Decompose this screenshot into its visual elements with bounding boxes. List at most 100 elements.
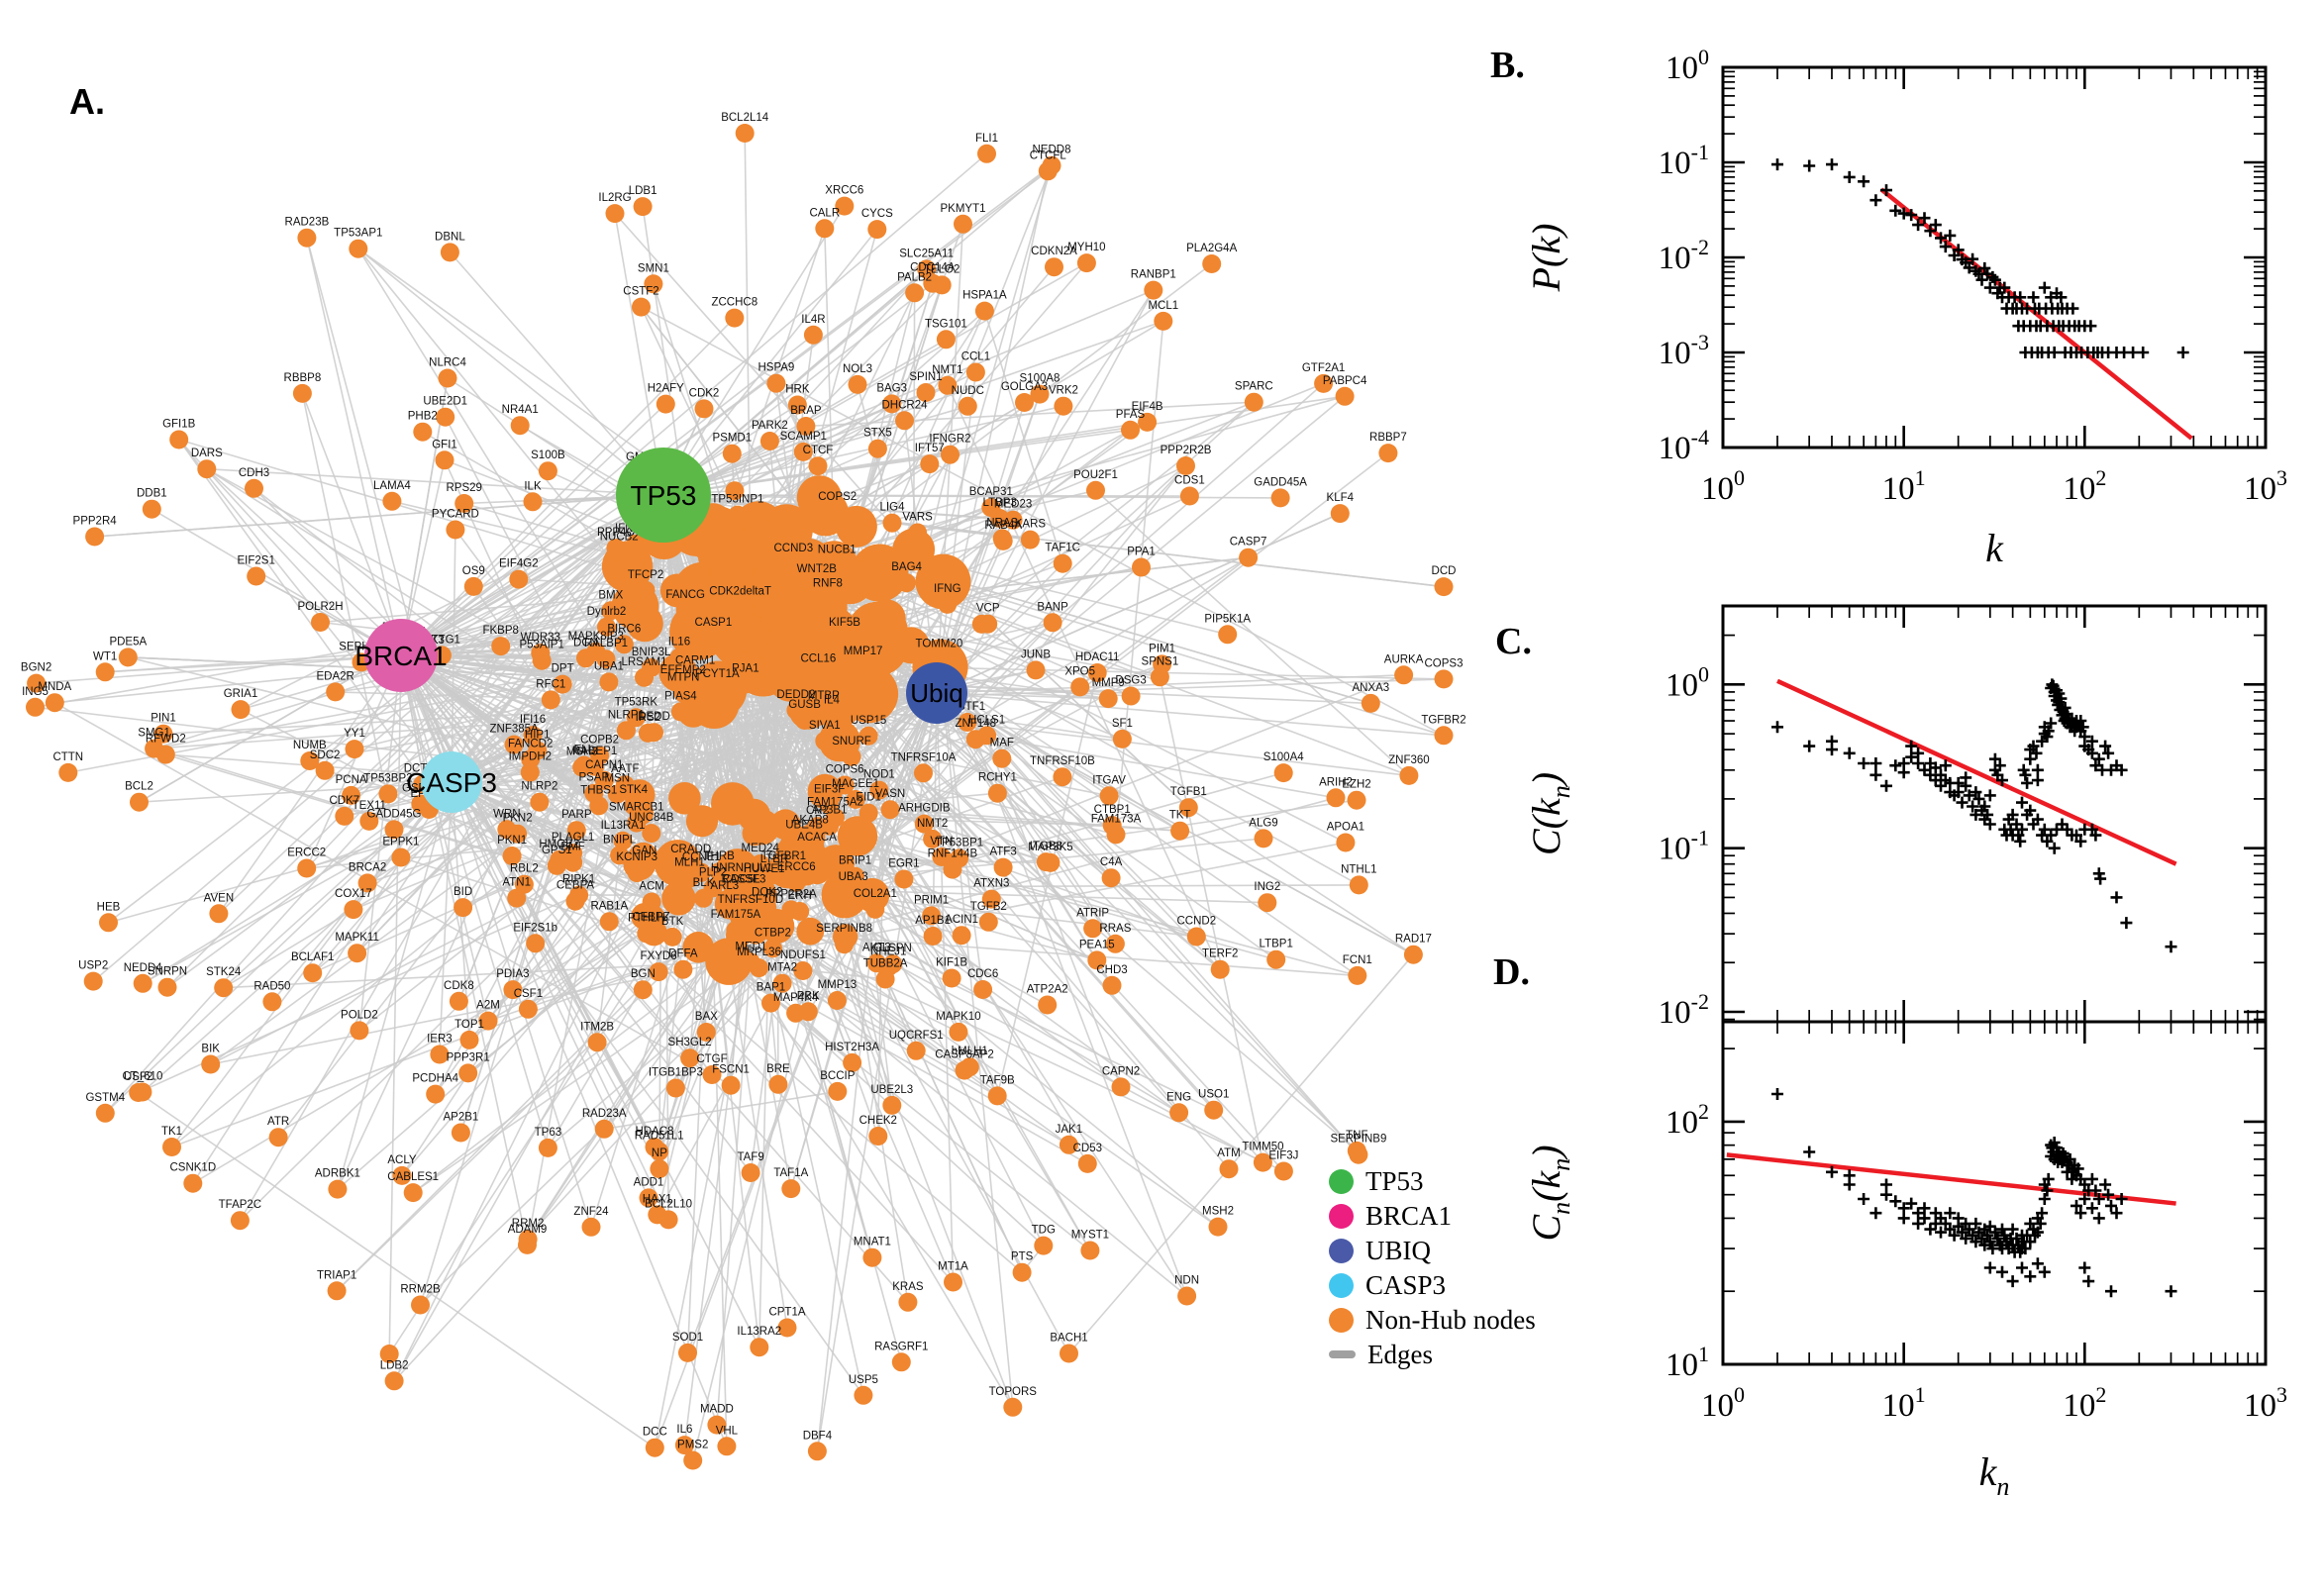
gene-label: S100B — [531, 449, 565, 461]
axis-ticks — [1721, 1022, 2268, 1366]
non-hub-node — [685, 805, 719, 838]
non-hub-node — [1434, 577, 1454, 597]
legend-item-ubiq: UBIQ — [1329, 1236, 1536, 1265]
gene-label: CDK7 — [329, 795, 359, 807]
non-hub-node — [741, 1163, 760, 1182]
non-hub-node — [1394, 665, 1414, 685]
non-hub-node — [867, 220, 887, 240]
gene-label: LTBP3 — [983, 497, 1017, 509]
gene-label: S100A4 — [1263, 751, 1305, 763]
non-hub-node — [157, 977, 177, 997]
non-hub-node — [867, 599, 906, 638]
gene-label: USF2 — [124, 1071, 152, 1083]
non-hub-node — [721, 1075, 741, 1095]
gene-label: CEBPA — [556, 880, 594, 892]
non-hub-node — [609, 543, 629, 562]
gene-label: ACLY — [387, 1154, 417, 1166]
non-hub-node — [645, 1438, 664, 1457]
non-hub-node — [518, 999, 538, 1019]
gene-label: BID — [454, 886, 472, 898]
non-hub-node — [1043, 613, 1062, 633]
gene-label: EIF2S1b — [513, 922, 557, 934]
gene-label: FKBP8 — [482, 625, 518, 637]
gene-label: PDIA3 — [496, 968, 529, 980]
gene-label: RAD23B — [285, 217, 330, 229]
non-hub-node — [1273, 1161, 1293, 1181]
non-hub-node — [300, 751, 320, 770]
gene-label: COPS2 — [818, 491, 857, 503]
gene-label: EDA2R — [317, 670, 354, 682]
non-hub-node — [858, 726, 878, 746]
gene-label: PABPC4 — [1323, 375, 1367, 387]
gene-label: TGFB1 — [1170, 786, 1207, 798]
non-hub-node — [590, 746, 610, 765]
non-hub-node — [1273, 763, 1293, 783]
gene-label: IRS2 — [636, 712, 661, 724]
gene-label: FXYD6 — [641, 950, 677, 962]
non-hub-node — [842, 747, 861, 766]
non-hub-node — [1105, 934, 1125, 953]
gene-label: EFEMP2 — [660, 664, 706, 676]
non-hub-node — [514, 874, 534, 894]
non-hub-node — [1335, 386, 1355, 406]
hub-node-casp3 — [421, 751, 482, 813]
gene-label: BAX — [695, 1011, 718, 1023]
gene-label: DARS — [191, 448, 223, 459]
gene-label: VHL — [716, 1425, 739, 1437]
non-hub-node — [538, 1138, 557, 1157]
non-hub-node — [27, 673, 47, 693]
non-hub-node — [974, 301, 994, 321]
non-hub-node — [311, 613, 330, 632]
non-hub-node — [645, 1138, 664, 1157]
gene-label: PRIM1 — [914, 894, 949, 906]
hub-label-brca1: BRCA1 — [354, 641, 447, 671]
gene-label: TFCP2 — [628, 569, 663, 581]
gene-label: TP53RK — [615, 696, 658, 708]
non-hub-node — [507, 888, 527, 908]
non-hub-node — [1169, 1103, 1189, 1123]
gene-label: DCN — [573, 637, 598, 648]
gene-label: PCNA — [336, 774, 367, 786]
gene-label: NMT2 — [917, 818, 948, 830]
gene-label: GFI1 — [432, 439, 457, 450]
gene-label: CAPN2 — [1102, 1065, 1140, 1077]
non-hub-node — [118, 648, 138, 667]
non-hub-node — [674, 1436, 694, 1455]
gene-label: ELL — [574, 745, 595, 756]
non-hub-node — [1076, 253, 1096, 273]
tick-label: 10-2 — [1659, 989, 1709, 1031]
gene-label: ATR — [267, 1116, 289, 1128]
non-hub-node — [781, 900, 801, 920]
non-hub-node — [1111, 1077, 1131, 1097]
non-hub-node — [817, 845, 855, 882]
gene-label: WRN — [493, 808, 520, 820]
gene-label: BGN2 — [21, 662, 51, 674]
gene-label: LIG4 — [880, 502, 906, 514]
gene-label: PJA1 — [732, 663, 759, 675]
gene-label: DHCR24 — [881, 399, 928, 411]
gene-label: NHEJ1 — [870, 946, 906, 957]
non-hub-node — [1070, 677, 1090, 697]
non-hub-node — [818, 589, 838, 609]
gene-label: RIPK1 — [562, 874, 595, 886]
gene-label: TNFRSF10D — [718, 894, 783, 906]
non-hub-node — [247, 566, 266, 586]
non-hub-node — [808, 456, 828, 476]
gene-label: TKT — [1169, 810, 1191, 822]
non-hub-node — [1099, 786, 1119, 806]
gene-label: THRB — [704, 850, 736, 862]
gene-label: NOD1 — [863, 769, 895, 781]
non-hub-node — [359, 811, 379, 831]
non-hub-node — [1239, 548, 1259, 567]
gene-label: PIP5K1A — [1204, 613, 1251, 625]
non-hub-node — [993, 531, 1013, 550]
non-hub-node — [1101, 868, 1121, 888]
non-hub-node — [508, 824, 528, 844]
gene-label: APOA1 — [1327, 822, 1364, 834]
gene-label: MAF — [990, 738, 1014, 749]
gene-label: CCL1 — [961, 351, 990, 363]
non-hub-node — [642, 824, 661, 844]
gene-label: LDB1 — [629, 185, 657, 197]
gene-label: NDUFS1 — [780, 949, 826, 961]
